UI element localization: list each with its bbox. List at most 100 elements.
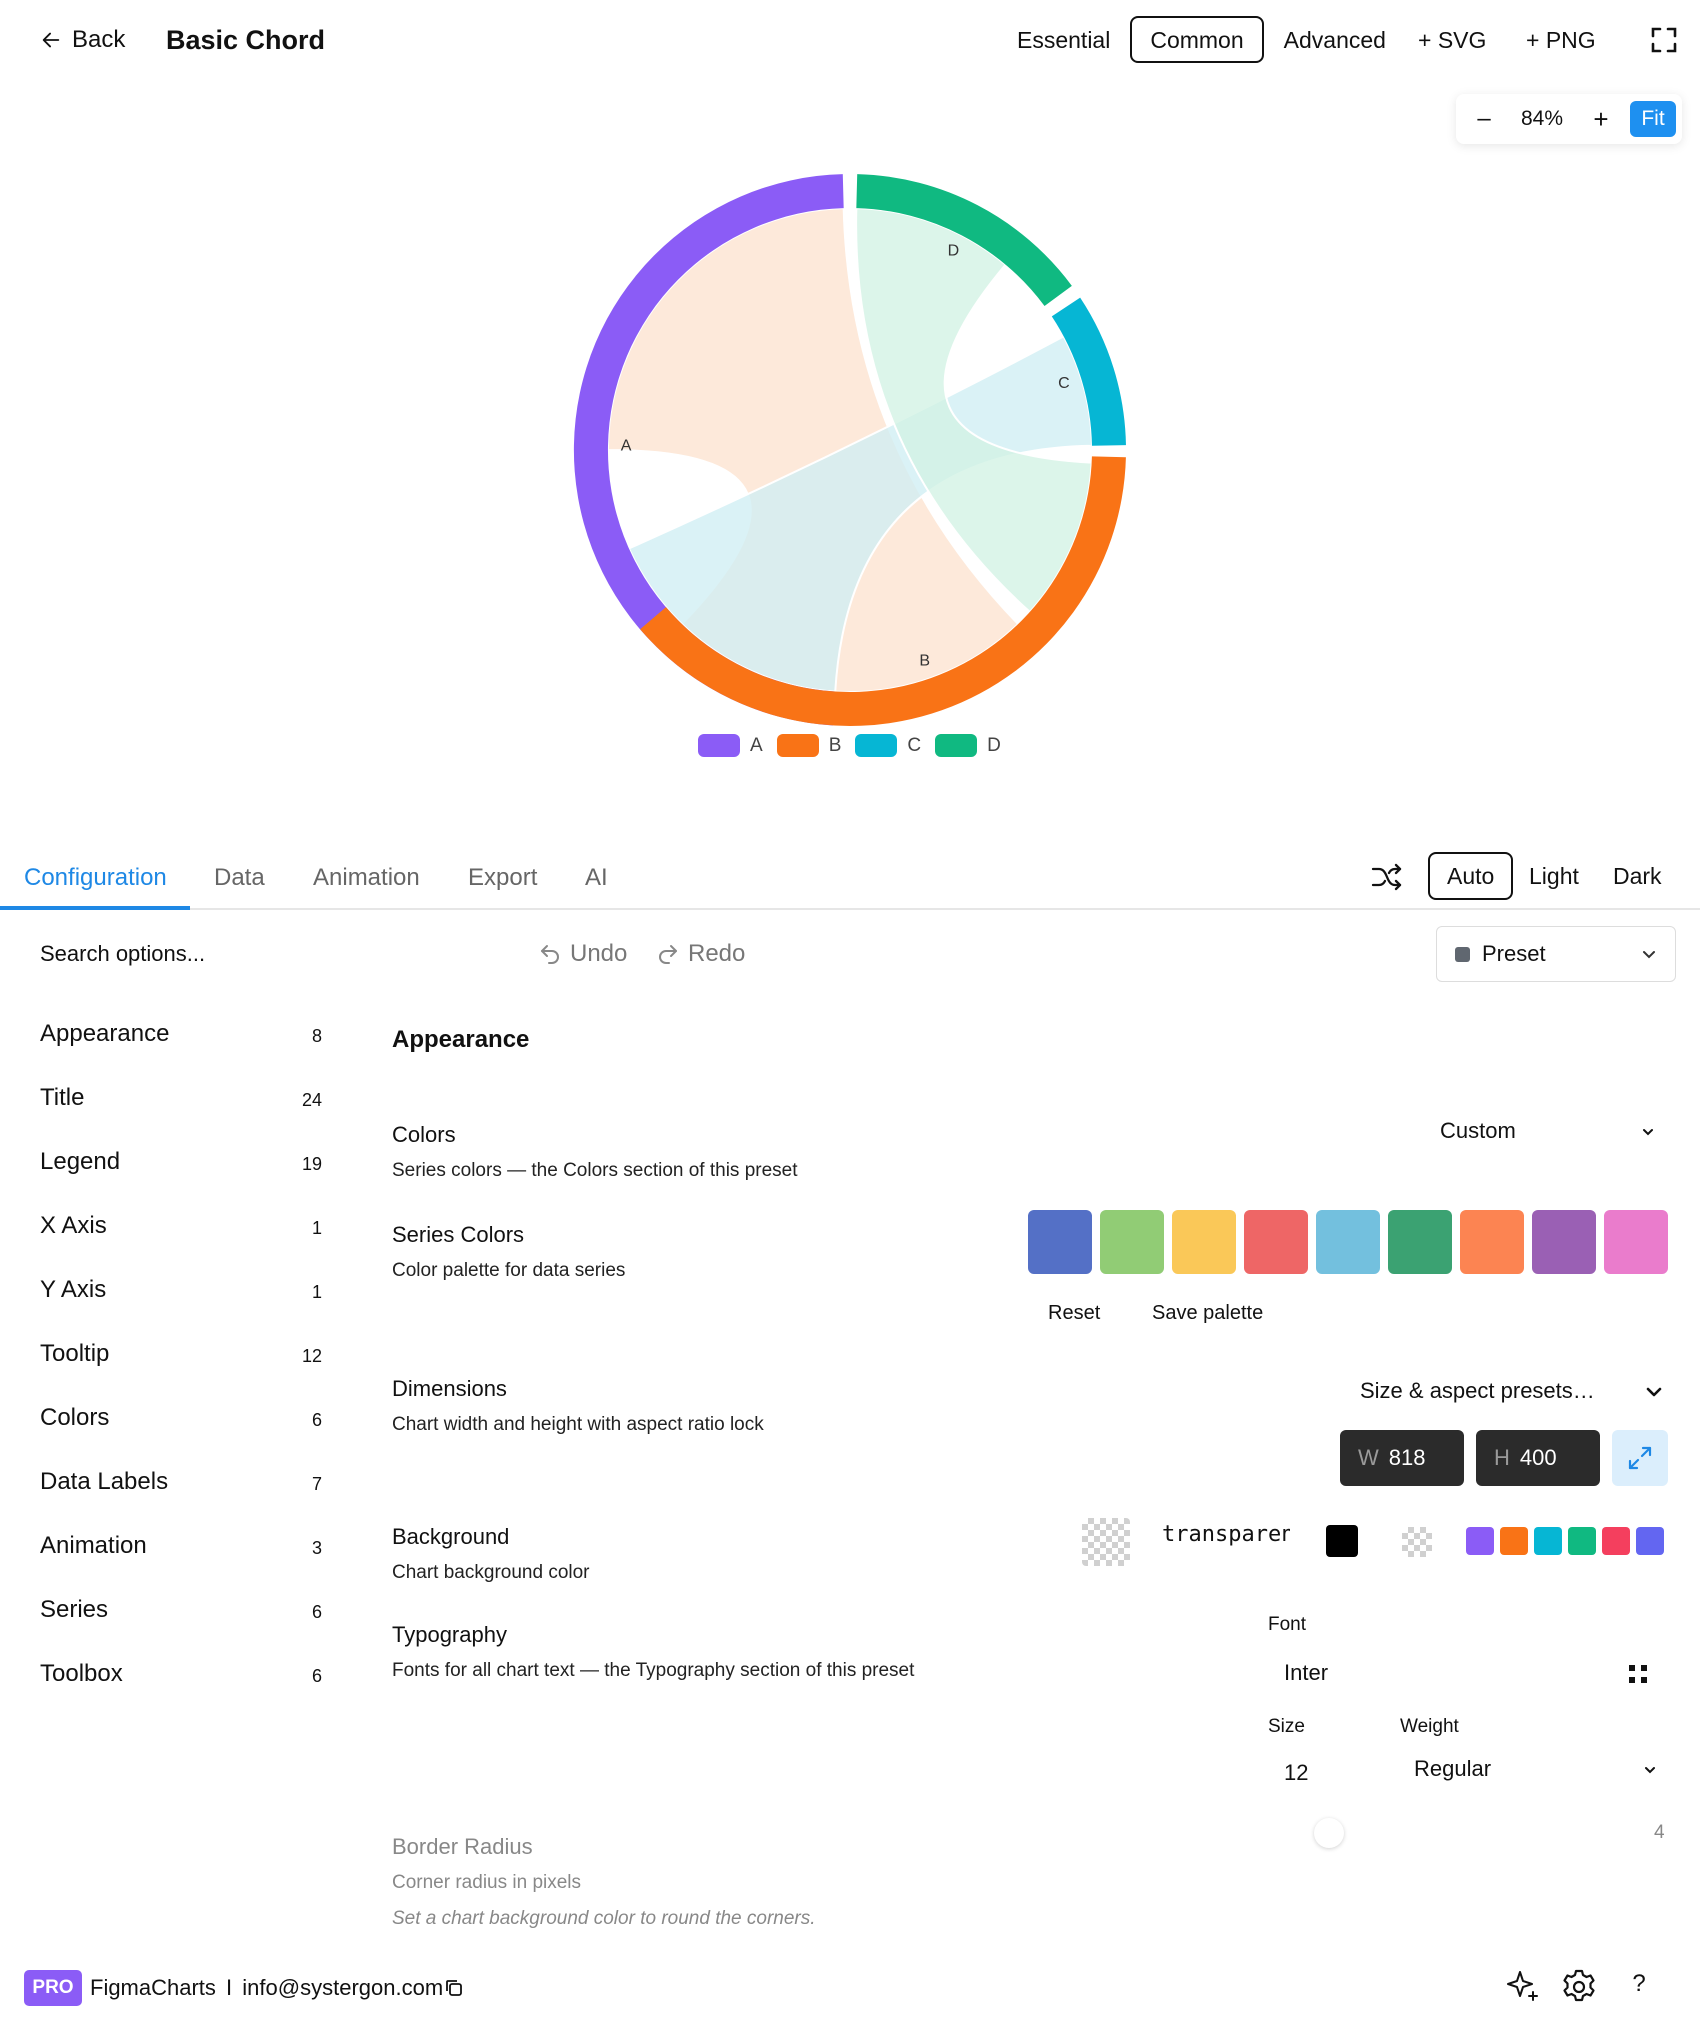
background-quick-swatch[interactable]: [1534, 1527, 1562, 1555]
background-color-picker[interactable]: [1082, 1518, 1130, 1566]
redo-button[interactable]: Redo: [656, 936, 745, 972]
font-weight-select[interactable]: Regular: [1414, 1756, 1658, 1782]
tab-animation[interactable]: Animation: [313, 864, 420, 891]
reset-palette-button[interactable]: Reset: [1048, 1302, 1101, 1324]
zoom-control: – 84% + Fit: [1456, 94, 1682, 144]
sidebar-item-legend[interactable]: Legend 19: [40, 1148, 322, 1212]
preset-select[interactable]: Preset: [1436, 926, 1676, 982]
background-description: Chart background color: [392, 1562, 590, 1583]
sidebar-item-data-labels[interactable]: Data Labels 7: [40, 1468, 322, 1532]
legend-item-c[interactable]: C: [855, 734, 921, 757]
add-svg-button[interactable]: + SVG: [1418, 27, 1487, 53]
background-title: Background: [392, 1524, 510, 1549]
copy-icon[interactable]: [444, 1978, 464, 1998]
background-quick-swatch[interactable]: [1466, 1527, 1494, 1555]
sidebar-item-colors[interactable]: Colors 6: [40, 1404, 322, 1468]
fullscreen-icon[interactable]: [1650, 26, 1678, 54]
background-color-input[interactable]: [1162, 1522, 1290, 1547]
chord-arc-label: C: [1058, 375, 1070, 392]
tab-configuration[interactable]: Configuration: [24, 864, 167, 891]
complexity-tabs: Essential Common Advanced: [997, 16, 1406, 63]
background-swatch-black[interactable]: [1326, 1525, 1358, 1557]
sidebar-item-label: Y Axis: [40, 1276, 107, 1303]
background-quick-swatch[interactable]: [1636, 1527, 1664, 1555]
zoom-in-button[interactable]: +: [1593, 103, 1609, 134]
help-icon[interactable]: ?: [1632, 1970, 1646, 1997]
sparkles-icon[interactable]: [1504, 1968, 1542, 2006]
gear-icon[interactable]: [1560, 1968, 1598, 2006]
sidebar-item-animation[interactable]: Animation 3: [40, 1532, 322, 1596]
sidebar-item-y-axis[interactable]: Y Axis 1: [40, 1276, 322, 1340]
series-color-swatch[interactable]: [1388, 1210, 1452, 1274]
chord-arc-d[interactable]: [856, 174, 1072, 307]
chord-ribbon-d-b[interactable]: [855, 207, 1093, 614]
legend-item-b[interactable]: B: [776, 734, 841, 757]
chord-arc-label: B: [919, 652, 930, 669]
series-colors-title: Series Colors: [392, 1222, 525, 1247]
sidebar-item-toolbox[interactable]: Toolbox 6: [40, 1660, 322, 1724]
zoom-fit-button[interactable]: Fit: [1630, 101, 1676, 137]
page-title: Basic Chord: [166, 25, 326, 55]
tab-export[interactable]: Export: [468, 864, 538, 891]
background-quick-swatch[interactable]: [1568, 1527, 1596, 1555]
sidebar-item-x-axis[interactable]: X Axis 1: [40, 1212, 322, 1276]
sidebar-item-appearance[interactable]: Appearance 8: [40, 1020, 322, 1084]
size-presets-label: Size & aspect presets…: [1360, 1378, 1595, 1403]
aspect-lock-button[interactable]: [1612, 1430, 1668, 1486]
add-png-button[interactable]: + PNG: [1526, 27, 1596, 53]
background-quick-swatch[interactable]: [1500, 1527, 1528, 1555]
colors-mode-select[interactable]: Custom: [1440, 1118, 1656, 1144]
theme-light[interactable]: Light: [1529, 863, 1579, 889]
series-color-swatch[interactable]: [1172, 1210, 1236, 1274]
chord-arc-label: A: [621, 437, 632, 454]
border-radius-title: Border Radius: [392, 1834, 533, 1859]
chord-ribbons: [606, 207, 1093, 693]
background-quick-swatch[interactable]: [1602, 1527, 1630, 1555]
chord-arc-c[interactable]: [1051, 297, 1126, 446]
undo-button[interactable]: Undo: [538, 936, 627, 972]
theme-auto[interactable]: Auto: [1428, 852, 1514, 900]
chord-arc-a[interactable]: [573, 174, 844, 726]
tab-data[interactable]: Data: [214, 864, 265, 891]
background-swatch-transparent[interactable]: [1402, 1527, 1432, 1557]
border-radius-slider[interactable]: [1314, 1818, 1344, 1848]
mode-tab-essential[interactable]: Essential: [1017, 27, 1111, 53]
series-color-swatch[interactable]: [1244, 1210, 1308, 1274]
legend-item-a[interactable]: A: [698, 734, 763, 757]
font-select[interactable]: Inter: [1284, 1660, 1329, 1685]
search-input[interactable]: [26, 934, 386, 974]
mode-tab-common[interactable]: Common: [1130, 16, 1264, 63]
chord-arc-b[interactable]: [640, 456, 1126, 727]
border-radius-hint: Set a chart background color to round th…: [392, 1908, 816, 1929]
font-picker-icon[interactable]: [1628, 1664, 1648, 1684]
theme-dark[interactable]: Dark: [1613, 863, 1662, 889]
series-color-swatch[interactable]: [1604, 1210, 1668, 1274]
series-color-swatch[interactable]: [1532, 1210, 1596, 1274]
size-presets-select[interactable]: Size & aspect presets…: [1360, 1378, 1664, 1404]
dimensions-title: Dimensions: [392, 1376, 507, 1401]
mode-tab-advanced[interactable]: Advanced: [1283, 27, 1386, 53]
series-color-swatch[interactable]: [1316, 1210, 1380, 1274]
font-size-input[interactable]: 12: [1284, 1760, 1309, 1785]
save-palette-button[interactable]: Save palette: [1152, 1302, 1264, 1324]
footer-separator: I: [226, 1975, 233, 2000]
sidebar-item-count: 6: [311, 1666, 322, 1686]
width-field[interactable]: W: [1340, 1430, 1464, 1486]
tab-ai[interactable]: AI: [585, 864, 608, 891]
zoom-level: 84%: [1520, 107, 1564, 130]
legend-item-d[interactable]: D: [935, 734, 1001, 757]
zoom-out-button[interactable]: –: [1477, 105, 1491, 132]
back-button[interactable]: Back: [40, 22, 125, 58]
sidebar-item-title[interactable]: Title 24: [40, 1084, 322, 1148]
series-color-swatch[interactable]: [1460, 1210, 1524, 1274]
shuffle-icon[interactable]: [1370, 860, 1404, 894]
height-field[interactable]: H: [1476, 1430, 1600, 1486]
series-color-swatch[interactable]: [1028, 1210, 1092, 1274]
series-color-swatch[interactable]: [1100, 1210, 1164, 1274]
email-link[interactable]: info@systergon.com: [242, 1975, 444, 2000]
sidebar-item-series[interactable]: Series 6: [40, 1596, 322, 1660]
arrow-left-icon: [42, 32, 60, 48]
width-input[interactable]: [1388, 1445, 1449, 1471]
height-input[interactable]: [1519, 1445, 1580, 1471]
sidebar-item-tooltip[interactable]: Tooltip 12: [40, 1340, 322, 1404]
